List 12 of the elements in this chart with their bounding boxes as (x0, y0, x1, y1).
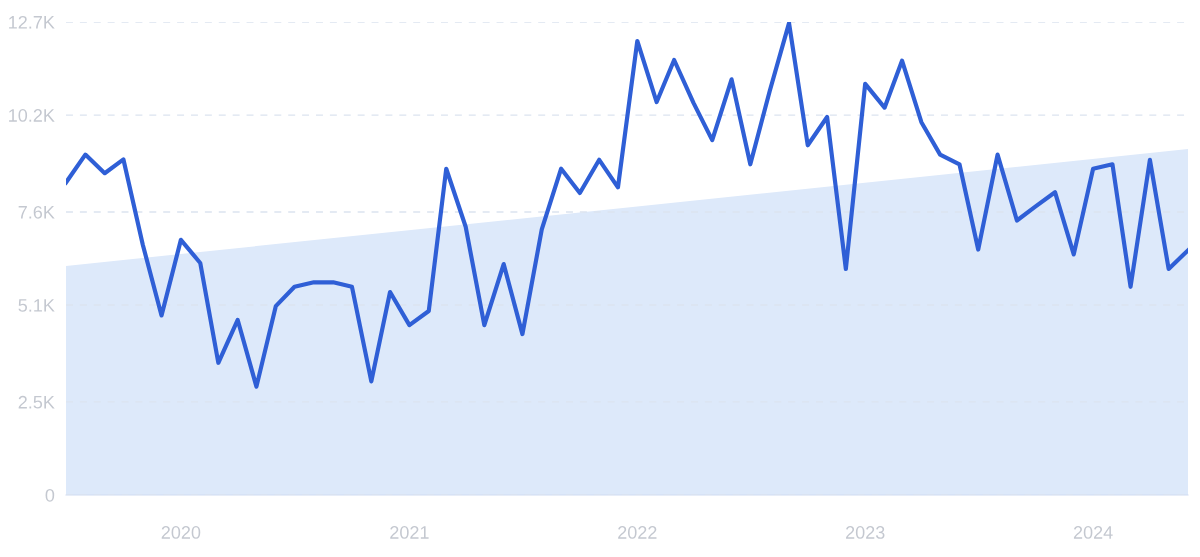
x-tick-label: 2024 (1073, 526, 1113, 539)
x-tick-label: 2022 (618, 526, 657, 539)
y-tick-label: 2.5K (18, 395, 55, 409)
x-tick-label: 2021 (390, 526, 429, 539)
x-tick-label: 2023 (846, 526, 885, 539)
line-series (66, 22, 1188, 389)
y-tick-label: 5.1K (18, 299, 55, 312)
y-tick-label: 12.7K (9, 15, 55, 29)
y-tick-label: 7.6K (18, 205, 55, 219)
x-tick-label: 2020 (161, 526, 201, 539)
y-tick-label: 10.2K (9, 109, 55, 122)
y-tick-label: 0 (45, 488, 55, 502)
